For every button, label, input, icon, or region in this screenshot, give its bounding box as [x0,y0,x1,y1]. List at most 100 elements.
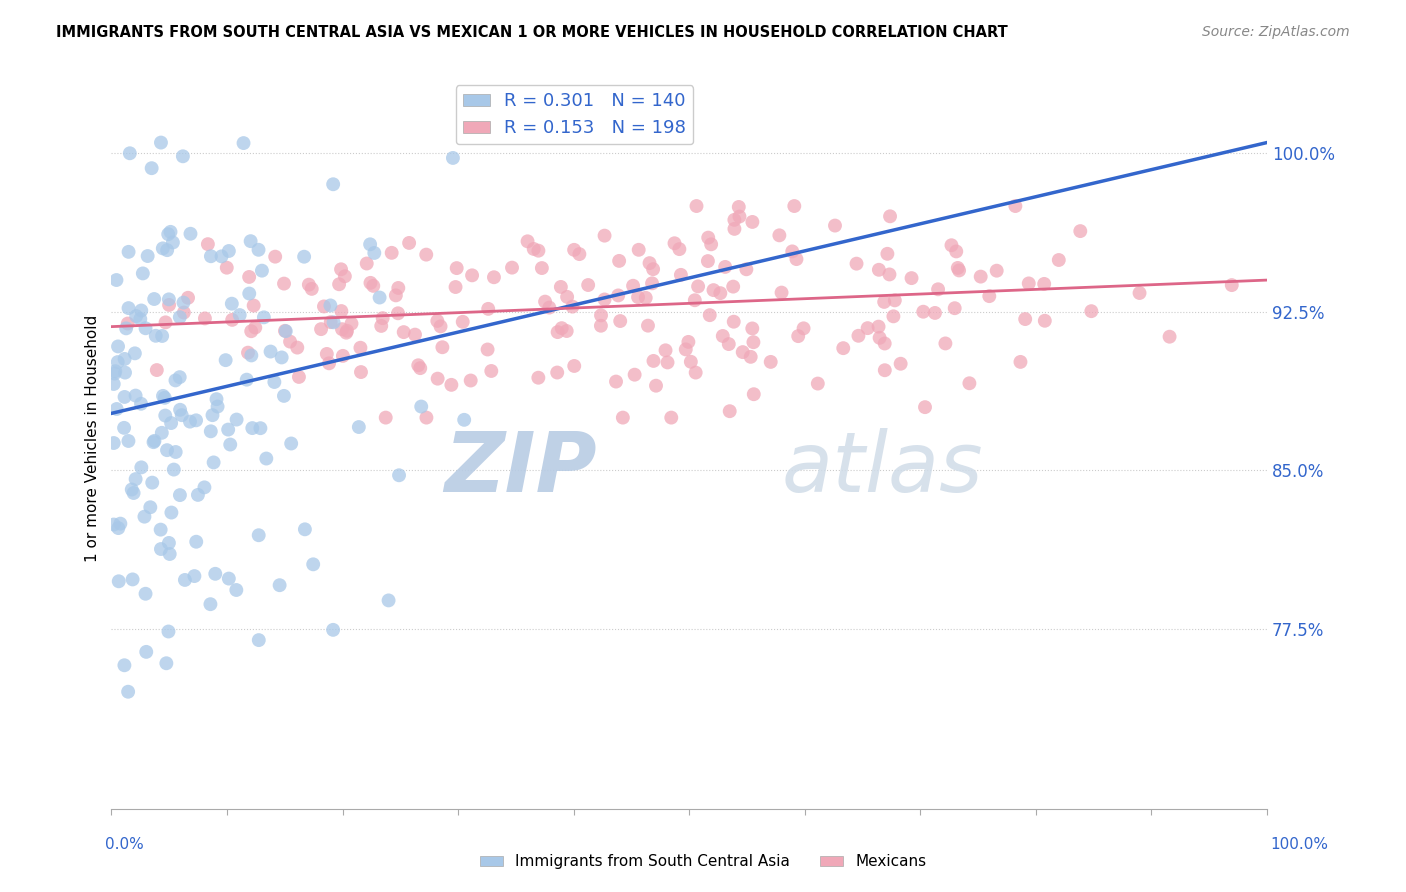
Point [477,301,499,316]
Point [359,276,381,290]
Point [239,234,262,248]
Point [1047,252,1070,267]
Point [404,327,426,342]
Point [879,268,901,282]
Point [453,413,475,427]
Point [162,235,184,250]
Point [479,364,502,378]
Point [240,421,263,435]
Point [381,245,404,260]
Point [333,269,356,284]
Point [641,277,664,291]
Point [547,325,569,339]
Point [169,402,191,417]
Point [197,237,219,252]
Point [107,521,129,535]
Point [165,373,187,387]
Point [194,311,217,326]
Point [451,315,474,329]
Point [576,278,599,293]
Point [245,320,267,334]
Point [607,253,630,268]
Point [152,241,174,255]
Point [948,263,970,277]
Point [240,348,263,362]
Text: IMMIGRANTS FROM SOUTH CENTRAL ASIA VS MEXICAN 1 OR MORE VEHICLES IN HOUSEHOLD CO: IMMIGRANTS FROM SOUTH CENTRAL ASIA VS ME… [56,25,1008,40]
Legend: R = 0.301   N = 140, R = 0.153   N = 198: R = 0.301 N = 140, R = 0.153 N = 198 [456,85,693,145]
Point [664,236,686,251]
Point [278,334,301,349]
Point [301,282,323,296]
Point [377,593,399,607]
Point [149,542,172,557]
Point [770,285,793,300]
Point [702,283,724,297]
Point [315,347,337,361]
Point [460,374,482,388]
Point [263,375,285,389]
Point [228,308,250,322]
Point [152,389,174,403]
Point [156,443,179,458]
Point [179,415,201,429]
Point [247,528,270,542]
Point [200,597,222,611]
Point [132,267,155,281]
Point [1010,355,1032,369]
Point [609,314,631,328]
Point [368,291,391,305]
Point [359,237,381,252]
Point [112,658,135,673]
Point [534,294,557,309]
Point [1220,278,1243,293]
Point [117,301,139,315]
Point [356,256,378,270]
Point [551,321,574,335]
Point [723,212,745,227]
Point [153,391,176,405]
Point [159,547,181,561]
Point [319,298,342,312]
Point [593,293,616,307]
Point [848,328,870,343]
Point [477,343,499,357]
Point [349,341,371,355]
Point [330,322,353,336]
Point [696,254,718,268]
Point [112,421,135,435]
Point [605,375,627,389]
Point [957,376,980,391]
Point [731,345,754,359]
Point [143,434,166,448]
Point [643,262,665,277]
Point [184,413,207,427]
Point [235,373,257,387]
Text: atlas: atlas [782,428,983,508]
Point [461,268,484,283]
Point [869,331,891,345]
Point [371,311,394,326]
Point [1014,312,1036,326]
Point [125,309,148,323]
Point [155,315,177,329]
Point [688,279,710,293]
Point [501,260,523,275]
Point [129,303,152,318]
Point [134,509,156,524]
Point [169,310,191,325]
Point [187,488,209,502]
Point [742,387,765,401]
Text: 100.0%: 100.0% [1271,838,1329,852]
Text: 0.0%: 0.0% [105,838,145,852]
Point [270,351,292,365]
Point [319,315,342,329]
Point [350,365,373,379]
Point [711,329,734,343]
Point [697,230,720,244]
Point [285,341,308,355]
Point [105,273,128,287]
Point [160,416,183,430]
Point [141,475,163,490]
Point [589,309,612,323]
Point [538,301,561,315]
